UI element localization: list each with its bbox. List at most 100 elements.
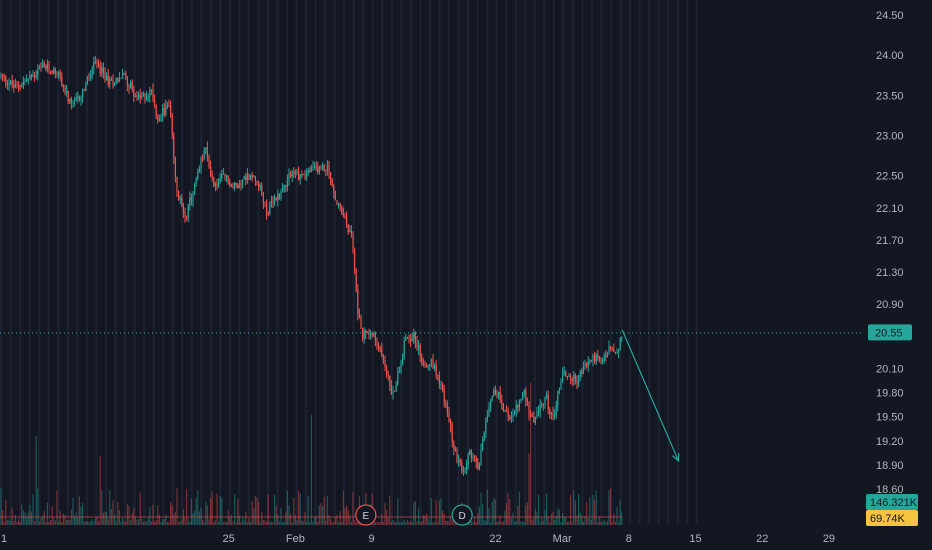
candle-body[interactable] [230, 184, 232, 186]
candle-body[interactable] [277, 193, 279, 201]
candle-body[interactable] [202, 158, 204, 160]
candle-body[interactable] [504, 409, 506, 411]
candle-body[interactable] [206, 147, 208, 157]
volume-badge[interactable] [866, 510, 918, 526]
candle-body[interactable] [488, 407, 490, 417]
candle-body[interactable] [555, 404, 557, 416]
candle-body[interactable] [70, 98, 72, 104]
candle-body[interactable] [429, 364, 431, 366]
candle-body[interactable] [411, 338, 413, 341]
candle-body[interactable] [338, 204, 340, 206]
candle-body[interactable] [227, 176, 229, 183]
candle-body[interactable] [326, 164, 328, 171]
candle-body[interactable] [501, 400, 503, 404]
candle-body[interactable] [434, 365, 436, 369]
candle-body[interactable] [240, 184, 242, 186]
candle-body[interactable] [435, 365, 437, 375]
candle-body[interactable] [325, 169, 327, 171]
candle-body[interactable] [134, 96, 136, 98]
candle-body[interactable] [77, 96, 79, 98]
candle-body[interactable] [560, 381, 562, 388]
candle-body[interactable] [534, 417, 536, 423]
candle-body[interactable] [59, 72, 61, 77]
candle-body[interactable] [379, 347, 381, 349]
candle-body[interactable] [392, 390, 394, 395]
candle-body[interactable] [446, 405, 448, 412]
candle-body[interactable] [21, 85, 23, 87]
candle-body[interactable] [74, 100, 76, 103]
candle-body[interactable] [94, 61, 96, 63]
candle-body[interactable] [394, 390, 396, 392]
candle-body[interactable] [573, 374, 575, 382]
candle-body[interactable] [552, 412, 554, 417]
candle-body[interactable] [451, 426, 453, 443]
candle-body[interactable] [539, 404, 541, 412]
candle-body[interactable] [373, 333, 375, 336]
candle-body[interactable] [248, 173, 250, 180]
candle-body[interactable] [117, 78, 119, 82]
candle-body[interactable] [474, 456, 476, 458]
candle-body[interactable] [195, 179, 197, 184]
candle-body[interactable] [320, 166, 322, 168]
candle-body[interactable] [550, 412, 552, 415]
candle-body[interactable] [235, 183, 237, 185]
candle-body[interactable] [522, 393, 524, 400]
candle-body[interactable] [37, 69, 39, 76]
candle-body[interactable] [66, 90, 68, 93]
candle-body[interactable] [342, 213, 344, 216]
candle-body[interactable] [136, 96, 138, 98]
candle-body[interactable] [139, 94, 141, 98]
candle-body[interactable] [424, 364, 426, 366]
candle-body[interactable] [53, 68, 55, 74]
candle-body[interactable] [520, 399, 522, 401]
candle-body[interactable] [472, 456, 474, 459]
candle-body[interactable] [406, 337, 408, 339]
candle-body[interactable] [35, 75, 37, 77]
candle-body[interactable] [152, 89, 154, 100]
candle-body[interactable] [122, 72, 124, 78]
candle-body[interactable] [578, 376, 580, 384]
candle-body[interactable] [104, 72, 106, 81]
candle-body[interactable] [14, 83, 16, 88]
candle-body[interactable] [579, 371, 581, 377]
candle-body[interactable] [301, 174, 303, 176]
candle-body[interactable] [288, 174, 290, 181]
candle-body[interactable] [125, 73, 127, 80]
candle-body[interactable] [246, 173, 248, 181]
candle-body[interactable] [238, 184, 240, 189]
candle-body[interactable] [296, 171, 298, 175]
candle-body[interactable] [267, 214, 269, 216]
candle-body[interactable] [606, 353, 608, 357]
candle-body[interactable] [317, 167, 319, 173]
candle-body[interactable] [221, 174, 223, 179]
candle-body[interactable] [475, 457, 477, 463]
candle-body[interactable] [144, 93, 146, 99]
candle-body[interactable] [200, 158, 202, 169]
candle-body[interactable] [349, 230, 351, 233]
candle-body[interactable] [0, 74, 2, 76]
price-axis[interactable]: 24.50 24.00 23.50 23.00 22.50 22.10 21.70 21.30… [862, 0, 932, 550]
candle-body[interactable] [50, 70, 52, 72]
candle-body[interactable] [99, 65, 101, 74]
candle-body[interactable] [418, 344, 420, 349]
candle-body[interactable] [98, 63, 100, 66]
candle-body[interactable] [616, 352, 618, 354]
candle-body[interactable] [274, 197, 276, 204]
candle-body[interactable] [461, 463, 463, 472]
candle-body[interactable] [131, 82, 133, 90]
candle-body[interactable] [586, 363, 588, 367]
candle-body[interactable] [278, 193, 280, 199]
candle-body[interactable] [120, 77, 122, 79]
candle-body[interactable] [203, 149, 205, 159]
candle-body[interactable] [109, 79, 111, 85]
candle-body[interactable] [365, 330, 367, 333]
candle-body[interactable] [147, 96, 149, 98]
candle-body[interactable] [46, 63, 48, 70]
event-marker-e[interactable]: E [355, 504, 377, 526]
candle-body[interactable] [536, 412, 538, 418]
candle-body[interactable] [408, 337, 410, 340]
candle-body[interactable] [509, 416, 511, 419]
candle-body[interactable] [549, 409, 551, 415]
candle-body[interactable] [254, 176, 256, 181]
candle-body[interactable] [437, 374, 439, 376]
